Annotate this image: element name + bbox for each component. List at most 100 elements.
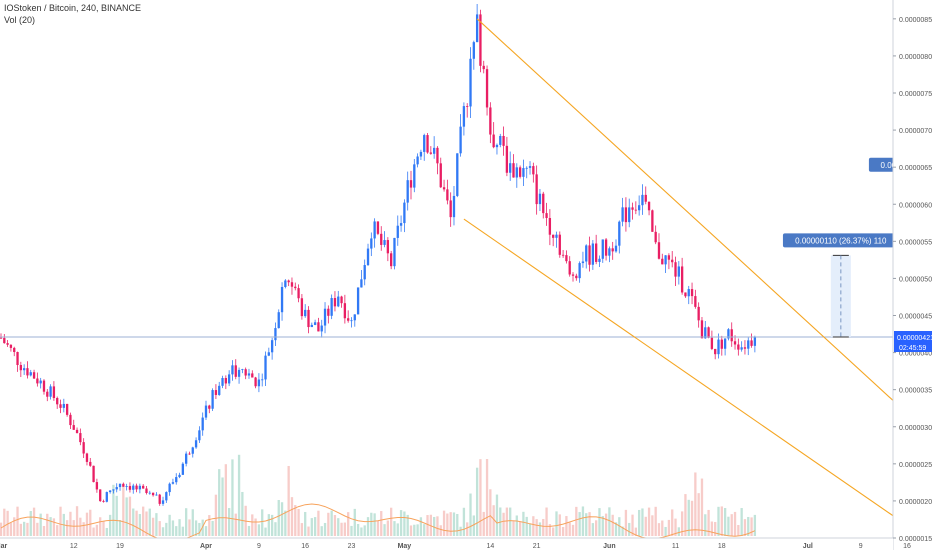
- volume-bar: [237, 454, 241, 536]
- candle-body: [307, 309, 310, 328]
- candle-body: [591, 243, 595, 265]
- candle-body: [128, 486, 132, 490]
- volume-bar: [102, 521, 105, 536]
- candle-body: [588, 245, 591, 265]
- time-tick-label: 14: [486, 543, 494, 550]
- volume-bar: [449, 512, 452, 536]
- time-axis: Mar1219Apr91623May1421Jun1118Jul91623Aug: [0, 537, 911, 550]
- candle-body: [112, 489, 115, 491]
- candle-body: [108, 490, 112, 493]
- volume-bar: [353, 508, 356, 536]
- volume-bar: [284, 510, 287, 536]
- candle-body: [380, 233, 383, 245]
- candle-body: [598, 258, 601, 262]
- volume-bar: [122, 485, 125, 536]
- candle-body: [661, 258, 664, 265]
- volume-bar: [677, 527, 680, 536]
- candle-body: [227, 374, 231, 384]
- volume-bar: [647, 507, 651, 536]
- volume-bar: [370, 512, 373, 536]
- candle-body: [750, 340, 753, 346]
- candle-body: [231, 365, 234, 375]
- volume-bar: [274, 522, 277, 536]
- volume-bar: [552, 527, 555, 536]
- volume-bar: [608, 507, 611, 536]
- volume-bar: [406, 514, 409, 536]
- volume-bar: [750, 517, 753, 536]
- candle-body: [449, 200, 452, 218]
- candle-body: [651, 210, 654, 232]
- volume-bar: [297, 508, 300, 536]
- volume-bar: [313, 517, 317, 536]
- volume-bar: [747, 516, 750, 536]
- candle-body: [485, 69, 489, 108]
- volume-bar: [482, 511, 485, 536]
- candle-body: [221, 378, 224, 386]
- candle-body: [99, 489, 102, 501]
- time-tick-label: 19: [116, 543, 124, 550]
- candle-body: [634, 209, 637, 211]
- candle-body: [337, 296, 340, 307]
- volume-bar: [294, 505, 297, 536]
- volume-bar: [439, 525, 442, 536]
- volume-bar: [522, 511, 525, 536]
- volume-bar: [376, 520, 380, 536]
- candle-body: [604, 239, 608, 256]
- volume-bar: [9, 522, 13, 536]
- volume-bar: [743, 519, 747, 536]
- candle-body: [198, 430, 201, 441]
- candle-body: [142, 485, 145, 489]
- volume-bar: [399, 510, 403, 536]
- volume-bar: [479, 459, 482, 536]
- volume-bar: [717, 506, 720, 536]
- candle-body: [419, 151, 423, 157]
- candle-body: [224, 378, 227, 384]
- volume-bar: [95, 524, 99, 536]
- candle-body: [710, 337, 714, 349]
- candle-body: [753, 337, 757, 346]
- candle-body: [241, 369, 244, 371]
- volume-bar: [214, 494, 218, 536]
- candle-body: [403, 202, 406, 224]
- wedge-trendline: [463, 218, 932, 544]
- candles-layer: [0, 3, 757, 506]
- volume-layer: [0, 454, 757, 542]
- volume-bar: [343, 522, 347, 536]
- candle-body: [36, 378, 39, 384]
- candle-body: [185, 453, 188, 464]
- volume-bar: [393, 521, 396, 536]
- candle-body: [561, 254, 565, 256]
- volume-bar: [287, 465, 290, 536]
- volume-bar: [16, 506, 19, 536]
- candle-body: [624, 207, 628, 223]
- candle-body: [432, 147, 436, 154]
- volume-bar: [475, 467, 479, 536]
- candle-body: [704, 327, 707, 339]
- volume-bar: [495, 494, 499, 536]
- candle-body: [65, 403, 69, 415]
- volume-bar: [264, 527, 267, 536]
- volume-bar: [138, 514, 142, 536]
- candle-body: [59, 404, 62, 408]
- volume-bar: [518, 521, 522, 536]
- time-tick-label: 9: [859, 543, 863, 550]
- time-tick-label: Jun: [603, 543, 615, 550]
- candle-body: [475, 14, 479, 43]
- volume-bar: [674, 518, 677, 536]
- volume-bar: [502, 512, 505, 536]
- volume-bar: [690, 500, 694, 536]
- volume-legend: Vol (20): [4, 15, 36, 25]
- volume-bar: [624, 509, 628, 536]
- candle-body: [287, 280, 290, 283]
- candle-body: [188, 453, 191, 455]
- volume-bar: [555, 511, 558, 536]
- volume-bar: [700, 478, 704, 536]
- candle-body: [446, 189, 449, 201]
- volume-bar: [528, 523, 532, 536]
